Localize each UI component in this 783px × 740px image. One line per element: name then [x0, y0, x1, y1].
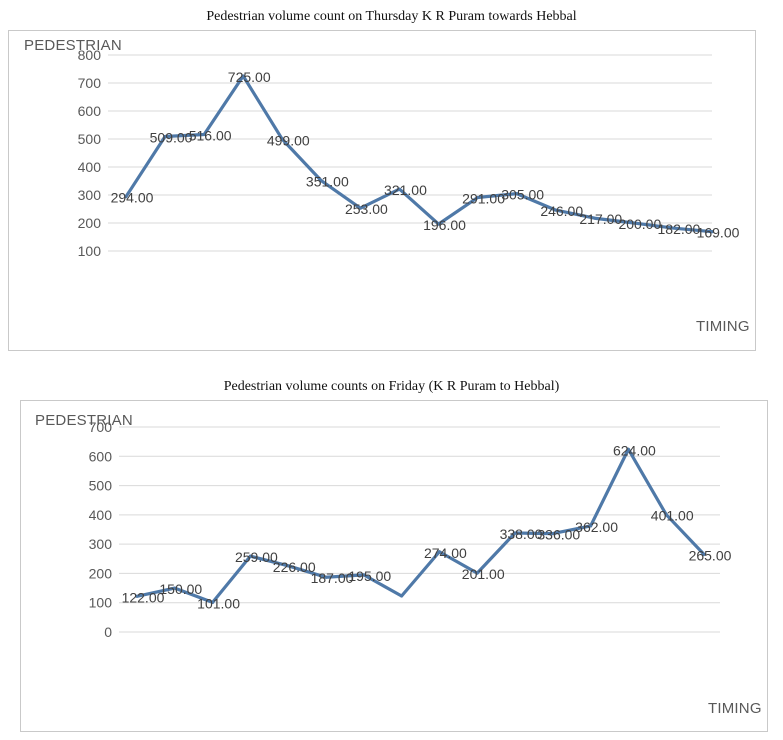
- chart1-data-point: [124, 195, 128, 199]
- chart1-data-point: [632, 221, 636, 225]
- chart1-y-tick-label: 400: [78, 159, 102, 175]
- chart1-data-label: 294.00: [111, 190, 154, 206]
- chart1-data-point: [241, 74, 245, 78]
- chart1-data-label: 253.00: [345, 201, 388, 217]
- chart1-data-point: [280, 137, 284, 141]
- chart2-y-axis-label: PEDESTRIAN: [35, 412, 133, 429]
- chart2-data-label: 336.00: [537, 527, 580, 543]
- chart2-data-label: 187.00: [311, 570, 354, 586]
- chart2-data-label: 338.00: [500, 526, 543, 542]
- chart1-data-point: [437, 222, 441, 226]
- chart1-x-axis-label: TIMING: [696, 318, 750, 335]
- chart2-series-line: [135, 447, 706, 605]
- chart2-y-tick-label: 400: [89, 507, 113, 523]
- chart1-data-label: 305.00: [501, 187, 544, 203]
- chart1-data-label: 246.00: [540, 203, 583, 219]
- chart2-data-point: [400, 594, 404, 598]
- chart1-data-point: [163, 134, 167, 138]
- chart2-data-label: 201.00: [462, 566, 505, 582]
- chart1-data-point: [358, 206, 362, 210]
- chart2-data-label: 362.00: [575, 519, 618, 535]
- chart1-y-axis-label: PEDESTRIAN: [24, 37, 122, 54]
- chart2-y-tick-label: 500: [89, 478, 113, 494]
- chart2-data-point: [513, 531, 517, 535]
- chart1-data-label: 217.00: [579, 211, 622, 227]
- chart2-data-point: [437, 550, 441, 554]
- chart2-data-label: 401.00: [651, 508, 694, 524]
- chart2-data-label: 274.00: [424, 545, 467, 561]
- chart2-data-label: 265.00: [689, 547, 732, 563]
- chart2-y-tick-label: 300: [89, 536, 113, 552]
- chart1-data-point: [671, 226, 675, 230]
- chart1-y-tick-label: 800: [78, 47, 102, 63]
- chart1-data-label: 196.00: [423, 217, 466, 233]
- chart2-y-tick-label: 600: [89, 448, 113, 464]
- chart1-data-label: 499.00: [267, 132, 310, 148]
- chart1-data-label: 725.00: [228, 69, 271, 85]
- chart2-data-point: [248, 554, 252, 558]
- chart2-data-label: 150.00: [159, 581, 202, 597]
- chart2-data-point: [589, 524, 593, 528]
- chart1-data-point: [593, 216, 597, 220]
- chart2-y-tick-label: 0: [104, 624, 112, 640]
- chart1-data-label: 182.00: [658, 221, 701, 237]
- chart1-data-label: 509.00: [150, 129, 193, 145]
- chart1-data-label: 321.00: [384, 182, 427, 198]
- chart2-data-point: [362, 573, 366, 577]
- chart2-data-label: 122.00: [122, 589, 165, 605]
- chart1-data-point: [476, 196, 480, 200]
- chart2-title: Pedestrian volume counts on Friday (K R …: [223, 379, 560, 394]
- chart2-data-point: [324, 575, 328, 579]
- chart2-y-tick-label: 100: [89, 595, 113, 611]
- chart2-data-point: [475, 571, 479, 575]
- chart1-data-point: [202, 133, 206, 137]
- chart1-title: Pedestrian volume count on Thursday K R …: [206, 9, 577, 24]
- chart2-y-tick-label: 200: [89, 565, 113, 581]
- chart1-y-tick-label: 600: [78, 103, 102, 119]
- chart1-y-tick-label: 700: [78, 75, 102, 91]
- chart1-data-point: [710, 230, 714, 234]
- chart1-y-tick-label: 200: [78, 215, 102, 231]
- chart1-y-tick-label: 100: [78, 243, 102, 259]
- chart1-y-tick-label: 500: [78, 131, 102, 147]
- chart2-panel: [20, 400, 768, 732]
- chart1-data-label: 291.00: [462, 191, 505, 207]
- chart1-data-label: 169.00: [697, 225, 740, 241]
- chart1-data-point: [554, 208, 558, 212]
- chart1-data-point: [515, 192, 519, 196]
- chart2-data-label: 624.00: [613, 442, 656, 458]
- chart2-data-point: [664, 513, 668, 517]
- chart2-data-point: [702, 552, 706, 556]
- chart2-data-point: [211, 600, 215, 604]
- chart2-data-label: 226.00: [273, 559, 316, 575]
- chart2-data-label: 259.00: [235, 549, 278, 565]
- chart1-data-point: [397, 187, 401, 191]
- chart2-data-point: [626, 447, 630, 451]
- chart2-data-label: 101.00: [197, 595, 240, 611]
- chart2-data-label: 195.00: [348, 568, 391, 584]
- chart2-y-tick-label: 700: [89, 419, 113, 435]
- chart2-x-axis-label: TIMING: [708, 700, 762, 717]
- chart2-data-point: [135, 594, 139, 598]
- chart1-data-label: 351.00: [306, 174, 349, 190]
- chart1-data-point: [319, 179, 323, 183]
- chart1-data-label: 516.00: [189, 128, 232, 144]
- chart1-y-tick-label: 300: [78, 187, 102, 203]
- chart2-data-point: [551, 532, 555, 536]
- chart1-series-line: [124, 74, 714, 234]
- chart1-data-label: 200.00: [618, 216, 661, 232]
- chart2-data-point: [173, 586, 177, 590]
- chart2-data-point: [286, 564, 290, 568]
